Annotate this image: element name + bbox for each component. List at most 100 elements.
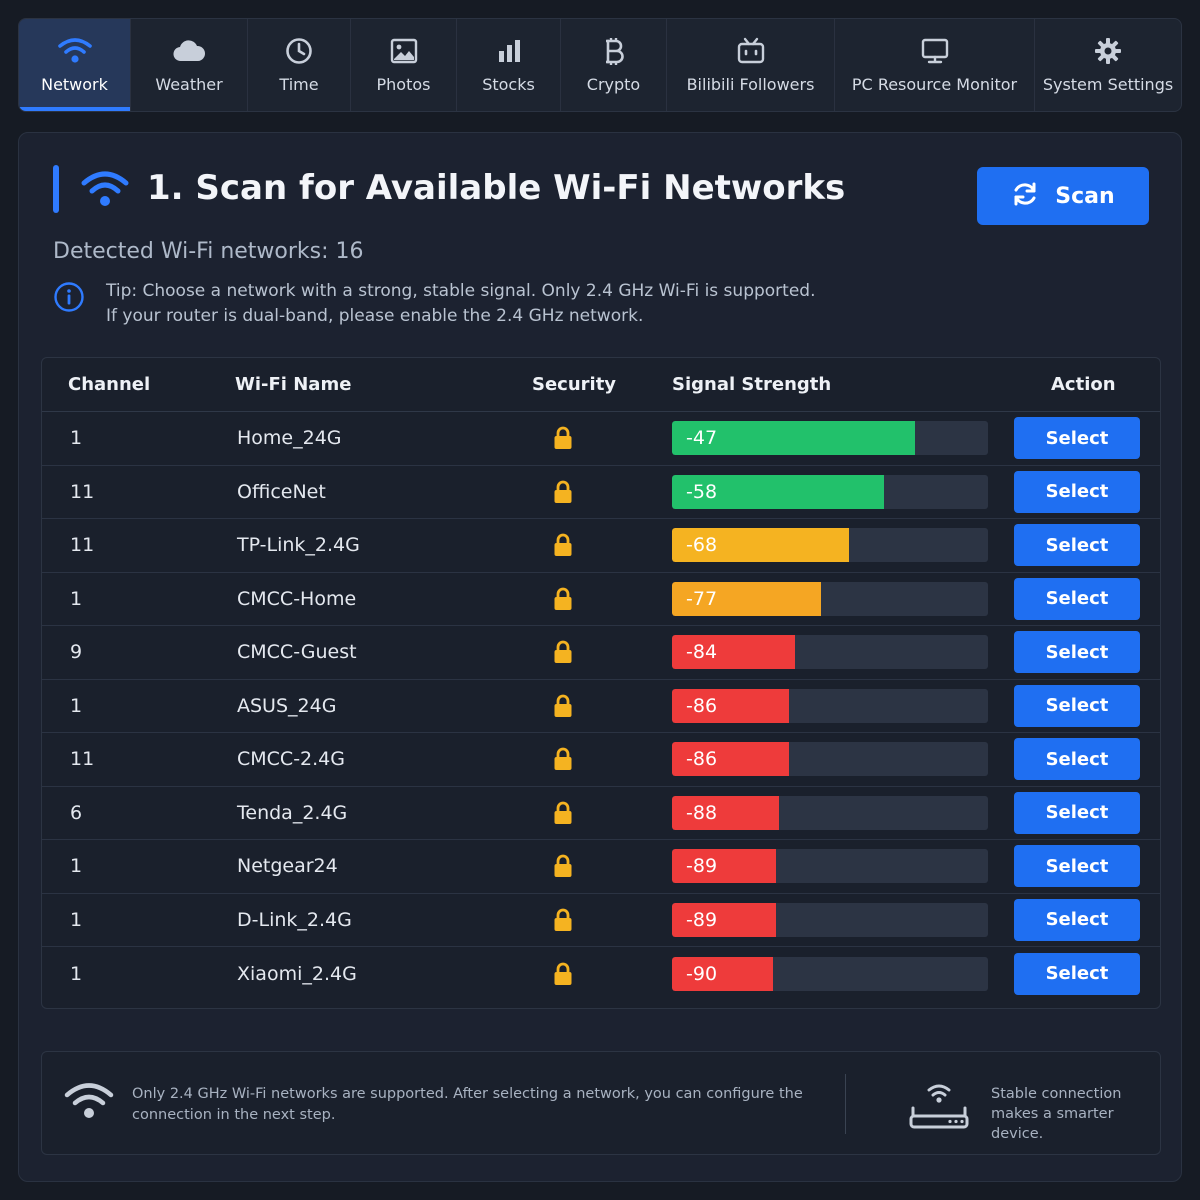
channel-cell: 11 [70,534,95,557]
signal-strength-fill [672,528,849,563]
signal-strength-bar: -47 [672,421,988,456]
lock-icon [553,854,573,882]
signal-strength-value: -86 [686,694,718,717]
channel-cell: 1 [70,908,83,931]
column-header-wifi-name: Wi-Fi Name [235,374,352,395]
select-button[interactable]: Select [1014,738,1140,781]
scan-button[interactable]: Scan [977,167,1149,225]
nav-label: Photos [376,75,431,94]
router-icon [908,1080,970,1136]
signal-strength-value: -90 [686,962,718,985]
select-button[interactable]: Select [1014,845,1140,888]
nav-item-pc-resource-monitor[interactable]: PC Resource Monitor [835,19,1035,111]
signal-strength-bar: -90 [672,956,988,991]
select-button[interactable]: Select [1014,791,1140,834]
signal-strength-fill [672,742,789,777]
channel-cell: 6 [70,801,83,824]
select-button[interactable]: Select [1014,631,1140,674]
wifi-name-cell: CMCC-2.4G [237,748,345,771]
signal-strength-value: -58 [686,480,718,503]
wifi-name-cell: D-Link_2.4G [237,908,352,931]
nav-label: PC Resource Monitor [851,75,1018,94]
nav-label: System Settings [1042,75,1174,94]
monitor-icon [920,36,950,66]
select-button[interactable]: Select [1014,898,1140,941]
lock-icon [553,694,573,722]
signal-strength-value: -89 [686,855,718,878]
wifi-name-cell: CMCC-Guest [237,641,357,664]
nav-label: Time [279,75,319,94]
table-row: 11 OfficeNet -58 Select [42,466,1160,519]
signal-strength-value: -77 [686,587,718,610]
nav-label: Weather [155,75,223,94]
wifi-name-cell: Netgear24 [237,855,338,878]
table-row: 11 CMCC-2.4G -86 Select [42,733,1160,787]
table-header: Channel Wi-Fi Name Security Signal Stren… [42,358,1160,412]
image-icon [390,36,418,66]
signal-strength-bar: -68 [672,528,988,563]
nav-item-time[interactable]: Time [248,19,351,111]
lock-icon [553,747,573,775]
footer-note: Only 2.4 GHz Wi-Fi networks are supporte… [41,1051,1161,1155]
clock-icon [285,36,313,66]
column-header-channel: Channel [68,374,151,395]
footer-divider [845,1074,846,1134]
signal-strength-value: -68 [686,534,718,557]
lock-icon [553,640,573,668]
signal-strength-fill [672,902,776,937]
tip-line-1: Tip: Choose a network with a strong, sta… [106,281,816,301]
bar-chart-icon [496,36,522,66]
nav-item-photos[interactable]: Photos [351,19,457,111]
signal-strength-bar: -89 [672,849,988,884]
wifi-icon [81,169,129,213]
signal-strength-value: -88 [686,801,718,824]
nav-item-stocks[interactable]: Stocks [457,19,561,111]
select-button[interactable]: Select [1014,470,1140,513]
wifi-name-cell: TP-Link_2.4G [237,534,360,557]
signal-strength-bar: -86 [672,688,988,723]
select-button[interactable]: Select [1014,684,1140,727]
channel-cell: 1 [70,427,83,450]
signal-strength-value: -47 [686,427,718,450]
select-button[interactable]: Select [1014,952,1140,995]
select-button[interactable]: Select [1014,417,1140,460]
nav-item-bilibili-followers[interactable]: Bilibili Followers [667,19,835,111]
table-row: 1 Netgear24 -89 Select [42,840,1160,894]
table-row: 9 CMCC-Guest -84 Select [42,626,1160,680]
lock-icon [553,962,573,990]
scan-button-label: Scan [1055,183,1115,209]
signal-strength-bar: -88 [672,795,988,830]
detected-count: Detected Wi-Fi networks: 16 [53,239,364,264]
tip-line-2: If your router is dual-band, please enab… [106,306,644,326]
nav-label: Network [41,75,108,94]
column-header-signal-strength: Signal Strength [672,374,832,395]
tv-icon [736,36,766,66]
gear-icon [1094,36,1122,66]
table-row: 1 ASUS_24G -86 Select [42,680,1160,733]
table-row: 1 Xiaomi_2.4G -90 Select [42,947,1160,1001]
select-button[interactable]: Select [1014,524,1140,567]
bitcoin-icon [603,36,625,66]
signal-strength-fill [672,956,773,991]
lock-icon [553,480,573,508]
wifi-name-cell: Tenda_2.4G [237,801,348,824]
top-nav: Network Weather Time Photos Stocks Crypt… [18,18,1182,112]
column-header-action: Action [1051,374,1116,395]
wifi-table: Channel Wi-Fi Name Security Signal Stren… [41,357,1161,1009]
wifi-name-cell: CMCC-Home [237,587,357,610]
nav-item-system-settings[interactable]: System Settings [1035,19,1181,111]
footer-slogan: Stable connection makes a smarter device… [991,1086,1122,1142]
signal-strength-fill [672,635,795,670]
nav-label: Stocks [482,75,535,94]
wifi-name-cell: OfficeNet [237,480,326,503]
channel-cell: 9 [70,641,83,664]
nav-item-crypto[interactable]: Crypto [561,19,667,111]
signal-strength-value: -89 [686,908,718,931]
wifi-scan-panel: 1. Scan for Available Wi-Fi Networks Sca… [18,132,1182,1182]
nav-label: Bilibili Followers [686,75,815,94]
signal-strength-fill [672,474,884,509]
nav-item-network[interactable]: Network [19,19,131,111]
select-button[interactable]: Select [1014,577,1140,620]
nav-item-weather[interactable]: Weather [131,19,248,111]
info-icon [53,281,85,317]
